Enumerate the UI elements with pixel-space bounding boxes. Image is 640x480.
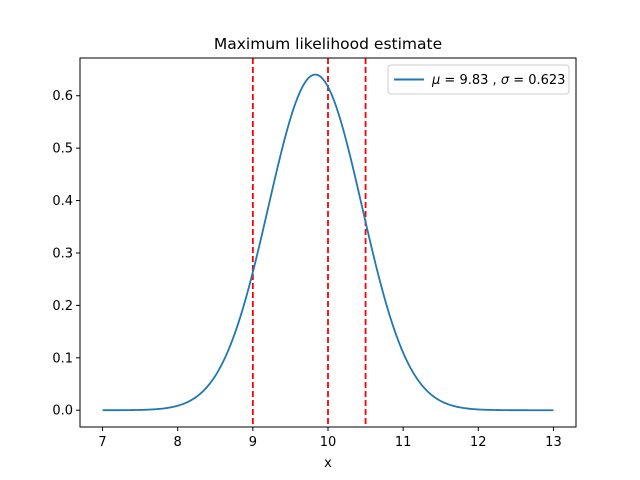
legend-mu-equals: = <box>444 73 459 88</box>
x-tick-label: 12 <box>470 435 487 450</box>
legend-separator: , <box>493 73 501 88</box>
x-tick-label: 8 <box>174 435 182 450</box>
x-tick-label: 13 <box>545 435 562 450</box>
y-tick-label: 0.1 <box>52 351 73 366</box>
chart-title: Maximum likelihood estimate <box>214 35 442 53</box>
x-tick-label: 11 <box>395 435 412 450</box>
legend-label-series-1: μ = 9.83 , σ = 0.623 <box>431 73 565 88</box>
reference-lines <box>251 58 367 427</box>
x-tick-label: 7 <box>98 435 106 450</box>
legend-sigma-symbol: σ <box>501 73 510 88</box>
legend-mu-value: 9.83 <box>459 73 488 88</box>
y-axis: 0.0 0.1 0.2 0.3 0.4 0.5 0.6 <box>52 89 80 419</box>
legend-box <box>387 64 570 95</box>
y-tick-label: 0.3 <box>52 246 73 261</box>
y-tick-label: 0.2 <box>52 299 73 314</box>
y-tick-label: 0.4 <box>52 194 73 209</box>
legend-sigma-value: 0.623 <box>528 73 565 88</box>
series-line-normal-pdf <box>102 73 554 412</box>
legend-sigma-equals: = <box>513 73 528 88</box>
y-tick-label: 0.6 <box>52 89 73 104</box>
y-tick-label: 0.5 <box>52 142 73 157</box>
legend-mu-symbol: μ <box>431 73 440 88</box>
series-group <box>102 73 554 412</box>
legend: μ = 9.83 , σ = 0.623 <box>387 64 570 95</box>
x-tick-label: 10 <box>320 435 337 450</box>
y-tick-label: 0.0 <box>52 404 73 419</box>
x-tick-label: 9 <box>249 435 257 450</box>
x-axis: 7 8 9 10 11 12 13 <box>98 427 562 450</box>
x-axis-label: x <box>324 456 332 471</box>
